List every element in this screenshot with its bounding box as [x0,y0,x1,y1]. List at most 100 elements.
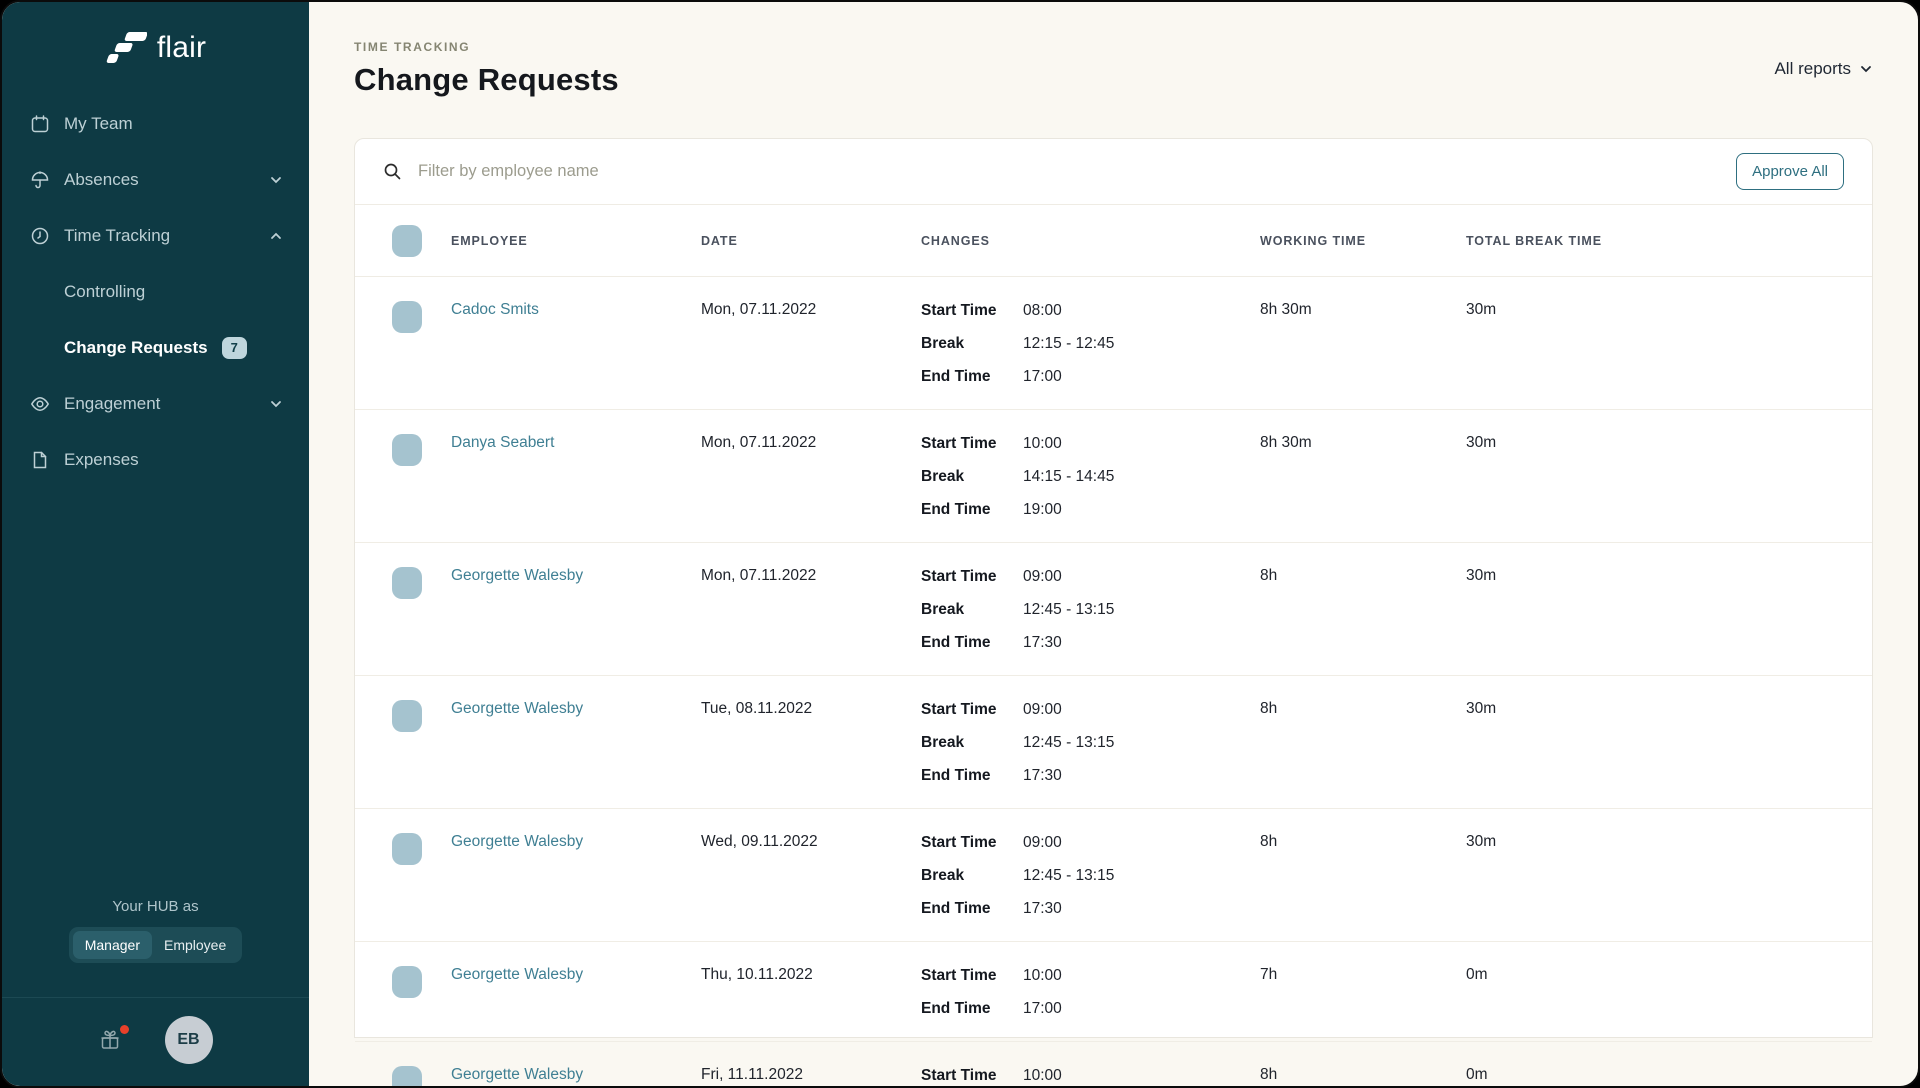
sidebar-item-label: Time Tracking [64,226,171,245]
change-value: 19:00 [1023,501,1062,518]
table-row: Danya Seabert Mon, 07.11.2022 Start Time… [355,410,1872,543]
all-reports-dropdown[interactable]: All reports [1774,59,1873,79]
row-checkbox[interactable] [392,966,422,998]
change-value: 17:00 [1023,368,1062,385]
employee-name[interactable]: Georgette Walesby [451,1066,584,1083]
row-working-time: 8h 30m [1260,434,1312,451]
change-value: 10:00 [1023,967,1062,984]
change-line: End Time 17:30 [921,633,1260,653]
clock-icon [30,226,50,246]
calendar-icon [30,114,50,134]
row-working-time: 7h [1260,966,1278,983]
row-break-time: 30m [1466,700,1497,717]
change-value: 09:00 [1023,568,1062,585]
employee-filter-input[interactable] [418,162,1737,181]
row-date: Wed, 09.11.2022 [701,833,818,850]
employee-name[interactable]: Danya Seabert [451,434,555,451]
row-checkbox[interactable] [392,1066,422,1086]
row-break-time: 30m [1466,434,1497,451]
change-line: Break 12:45 - 13:15 [921,866,1260,886]
change-line: Start Time 10:00 [921,966,1260,986]
table-row: Georgette Walesby Mon, 07.11.2022 Start … [355,543,1872,676]
sidebar-item-time-tracking[interactable]: Time Tracking [2,208,309,264]
column-header-working-time: WORKING TIME [1260,233,1366,248]
row-date: Mon, 07.11.2022 [701,567,817,584]
change-line: End Time 17:30 [921,766,1260,786]
chevron-down-icon [1861,66,1871,73]
row-checkbox[interactable] [392,434,422,466]
search-row: Approve All [355,139,1872,205]
sidebar-item-controlling[interactable]: Controlling [2,264,309,320]
role-toggle-manager[interactable]: Manager [72,931,152,959]
row-checkbox[interactable] [392,301,422,333]
logo-text: flair [156,31,207,64]
notification-dot [119,1025,129,1034]
sidebar-item-my-team[interactable]: My Team [2,96,309,152]
sidebar-item-label: Controlling [64,282,146,301]
change-label: Break [921,734,965,751]
row-checkbox[interactable] [392,833,422,865]
row-changes: Start Time 10:00 Break 14:15 - 14:45 End Tim… [921,434,1260,520]
page-header: TIME TRACKING Change Requests All report… [354,40,1873,98]
sidebar-item-label: Absences [64,170,139,189]
change-value: 14:15 - 14:45 [1023,468,1115,485]
row-changes: Start Time 09:00 Break 12:45 - 13:15 End Tim… [921,833,1260,919]
change-label: Start Time [921,834,997,851]
employee-name[interactable]: Georgette Walesby [451,966,584,983]
row-checkbox[interactable] [392,567,422,599]
change-requests-card: Approve All EMPLOYEE DATE CHANGES WORKIN… [354,138,1873,1086]
change-label: Start Time [921,1067,997,1084]
change-label: Break [921,335,965,352]
sidebar-nav: My Team Absences [2,96,309,488]
change-label: Start Time [921,701,997,718]
row-break-time: 30m [1466,567,1497,584]
chevron-down-icon [269,397,283,411]
chevron-up-icon [269,229,283,243]
employee-name[interactable]: Cadoc Smits [451,301,539,318]
avatar[interactable]: EB [164,1016,213,1064]
all-reports-label: All reports [1774,59,1851,78]
row-working-time: 8h [1260,567,1278,584]
column-header-changes: CHANGES [921,233,990,248]
change-line: End Time 17:30 [921,899,1260,919]
sidebar-item-absences[interactable]: Absences [2,152,309,208]
sidebar-item-change-requests[interactable]: Change Requests 7 [2,320,309,376]
row-changes: Start Time 10:00 [921,1066,1260,1086]
change-line: Start Time 09:00 [921,833,1260,853]
select-all-checkbox[interactable] [392,224,422,257]
gift-button[interactable] [99,1025,129,1051]
change-line: Start Time 09:00 [921,700,1260,720]
flair-logo-icon [105,30,147,66]
change-value: 17:00 [1023,1000,1062,1017]
sidebar-bottom: Your HUB as Manager Employee EB [2,898,309,1086]
approve-all-button[interactable]: Approve All [1736,153,1844,190]
employee-name[interactable]: Georgette Walesby [451,700,584,717]
eye-icon [30,394,50,414]
change-value: 09:00 [1023,701,1062,718]
change-label: End Time [921,501,991,518]
row-working-time: 8h [1260,833,1278,850]
table-row: Cadoc Smits Mon, 07.11.2022 Start Time 08… [355,277,1872,410]
change-line: Start Time 09:00 [921,567,1260,587]
sidebar-item-engagement[interactable]: Engagement [2,376,309,432]
role-toggle-employee[interactable]: Employee [164,937,227,953]
change-line: Break 12:45 - 13:15 [921,600,1260,620]
change-label: Break [921,601,965,618]
hub-as-label: Your HUB as [112,898,199,915]
row-checkbox[interactable] [392,700,422,732]
row-date: Tue, 08.11.2022 [701,700,813,717]
employee-name[interactable]: Georgette Walesby [451,833,584,850]
change-line: Start Time 10:00 [921,434,1260,454]
change-value: 12:45 - 13:15 [1023,867,1115,884]
employee-name[interactable]: Georgette Walesby [451,567,584,584]
sidebar-item-label: My Team [64,114,133,133]
row-changes: Start Time 09:00 Break 12:45 - 13:15 End Tim… [921,567,1260,653]
sidebar-footer: EB [2,997,309,1086]
sidebar-item-label: Change Requests [64,338,208,357]
row-break-time: 0m [1466,966,1488,983]
change-value: 17:30 [1023,634,1062,651]
change-label: Break [921,867,965,884]
page-title: Change Requests [354,62,619,97]
sidebar-item-expenses[interactable]: Expenses [2,432,309,488]
